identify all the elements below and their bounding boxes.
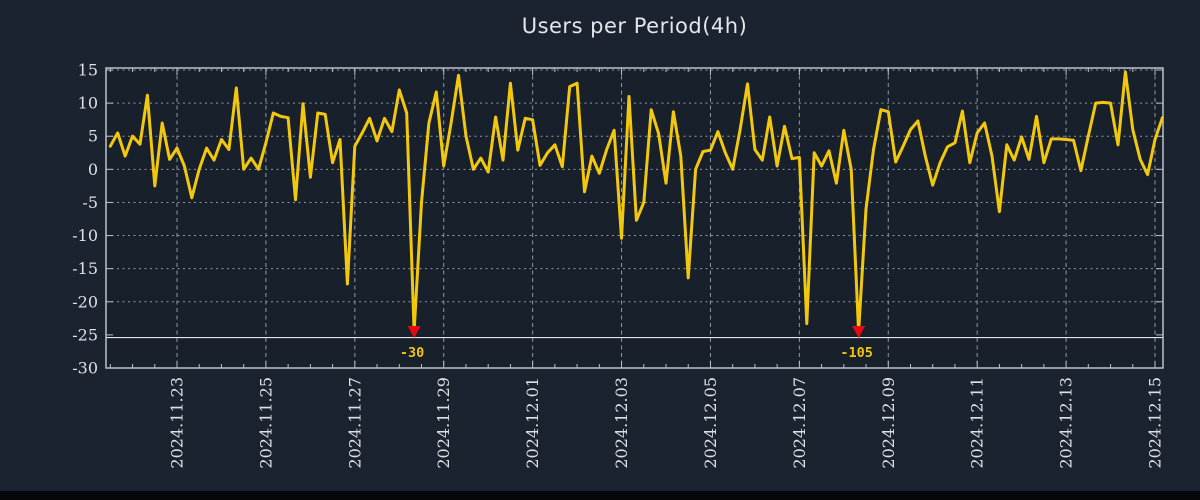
bottom-bar — [0, 491, 1200, 500]
x-tick-label: 2024.12.07 — [790, 377, 809, 469]
x-tick-label: 2024.11.23 — [168, 377, 187, 469]
y-tick-label: -25 — [72, 325, 98, 344]
x-tick-label: 2024.12.01 — [523, 377, 542, 469]
annotation-label: -30 — [400, 345, 424, 361]
series-line — [108, 70, 1164, 334]
y-tick-label: -10 — [72, 226, 98, 245]
y-tick-label: -15 — [72, 259, 98, 278]
y-tick-label: 10 — [78, 94, 98, 113]
x-tick-label: 2024.12.05 — [701, 377, 720, 469]
y-tick-label: -20 — [72, 292, 98, 311]
y-tick-label: 0 — [88, 160, 98, 179]
x-tick-label: 2024.11.25 — [256, 377, 275, 469]
y-tick-label: 15 — [78, 61, 98, 80]
x-tick-label: 2024.11.27 — [345, 377, 364, 469]
y-tick-label: 5 — [88, 127, 98, 146]
y-tick-label: -30 — [72, 359, 98, 378]
y-tick-label: -5 — [82, 193, 98, 212]
annotation-arrow-icon — [407, 326, 421, 339]
x-tick-label: 2024.12.09 — [879, 377, 898, 469]
plot-area — [106, 68, 1163, 368]
x-tick-label: 2024.12.15 — [1146, 377, 1165, 469]
chart-title: Users per Period(4h) — [521, 14, 748, 38]
x-tick-label: 2024.12.11 — [968, 377, 987, 469]
annotation-arrow-icon — [852, 326, 866, 339]
annotation-label: -105 — [840, 345, 873, 361]
plot-border — [105, 67, 1164, 369]
x-tick-label: 2024.11.29 — [434, 377, 453, 469]
x-tick-label: 2024.12.13 — [1057, 377, 1076, 469]
x-tick-label: 2024.12.03 — [612, 377, 631, 469]
